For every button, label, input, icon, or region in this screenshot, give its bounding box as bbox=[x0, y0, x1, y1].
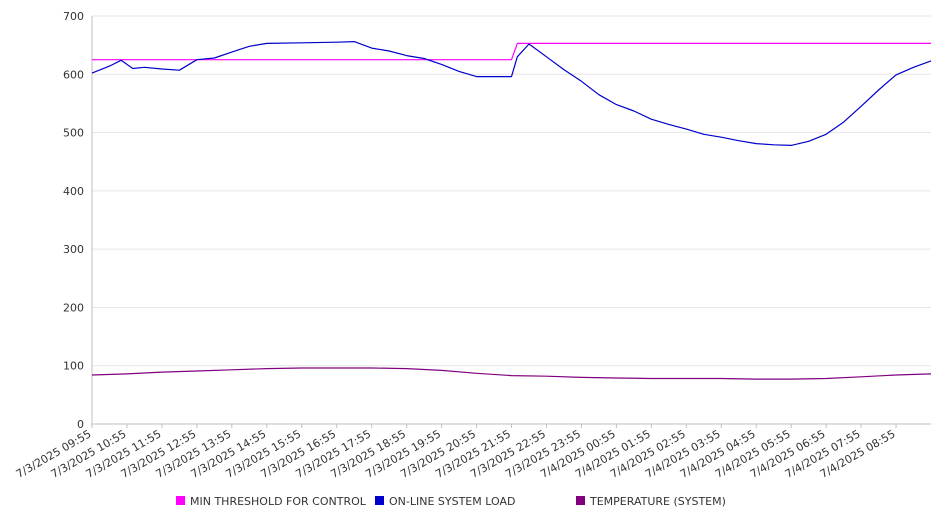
y-tick-label: 600 bbox=[63, 68, 84, 81]
legend-swatch bbox=[176, 496, 185, 505]
y-tick-label: 200 bbox=[63, 301, 84, 314]
y-tick-label: 700 bbox=[63, 10, 84, 23]
y-tick-label: 100 bbox=[63, 360, 84, 373]
legend-label: TEMPERATURE (SYSTEM) bbox=[589, 495, 726, 508]
y-tick-label: 500 bbox=[63, 127, 84, 140]
series-line-3 bbox=[91, 367, 932, 380]
series-line-2 bbox=[91, 40, 932, 146]
series-line-1 bbox=[92, 42, 931, 61]
y-tick-label: 300 bbox=[63, 243, 84, 256]
legend-swatch bbox=[375, 496, 384, 505]
y-tick-label: 400 bbox=[63, 185, 84, 198]
legend-label: ON-LINE SYSTEM LOAD bbox=[389, 495, 515, 508]
legend-swatch bbox=[576, 496, 585, 505]
y-tick-label: 0 bbox=[77, 418, 84, 431]
legend-label: MIN THRESHOLD FOR CONTROL bbox=[190, 495, 367, 508]
